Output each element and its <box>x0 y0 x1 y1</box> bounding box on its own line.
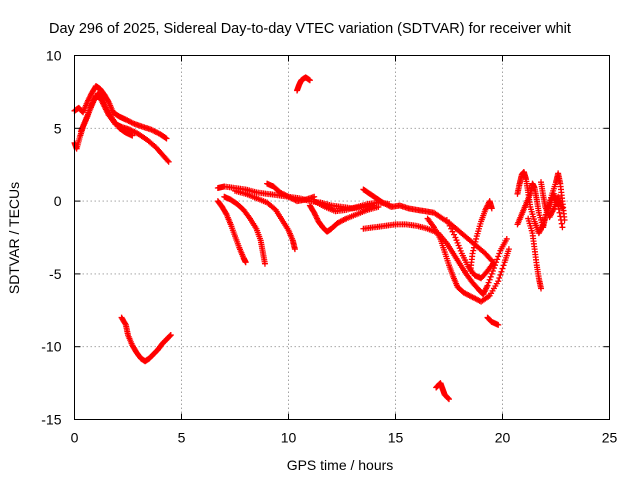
data-point <box>291 246 298 253</box>
data-point <box>488 270 495 277</box>
data-point <box>445 395 452 402</box>
data-point <box>167 332 174 339</box>
series-arc-08 <box>221 193 268 267</box>
data-point <box>495 253 502 260</box>
data-marks <box>71 74 568 403</box>
data-point <box>242 259 249 266</box>
series-arc-09 <box>232 187 298 253</box>
data-point <box>453 237 460 244</box>
data-point <box>261 260 268 267</box>
data-point <box>457 247 464 254</box>
data-point <box>470 244 477 251</box>
data-point <box>446 396 452 403</box>
grid-lines <box>74 55 610 420</box>
x-tick-label: 15 <box>388 430 404 446</box>
data-point <box>559 224 566 231</box>
series-arc-19 <box>433 380 452 403</box>
data-point <box>472 238 479 245</box>
series-arc-15 <box>424 215 512 305</box>
data-point <box>558 220 565 227</box>
data-point <box>555 206 562 213</box>
data-point <box>450 231 457 238</box>
data-point <box>496 250 503 257</box>
data-point <box>470 247 477 254</box>
series-arc-14 <box>360 221 510 298</box>
x-axis-title: GPS time / hours <box>287 457 394 473</box>
data-point <box>452 234 459 241</box>
data-point <box>487 256 494 263</box>
data-point <box>473 235 480 242</box>
y-tick-label: -10 <box>41 339 61 355</box>
series-arc-21 <box>514 180 566 231</box>
series-arc-01 <box>71 83 170 142</box>
series-arc-11 <box>306 202 382 235</box>
data-point <box>456 245 463 252</box>
y-axis-title: SDTVAR / TECUs <box>6 182 22 294</box>
data-point <box>488 205 495 212</box>
x-tick-label: 25 <box>602 430 618 446</box>
data-point <box>499 265 506 272</box>
x-tick-label: 5 <box>178 430 186 446</box>
data-point <box>454 239 461 246</box>
data-point <box>129 132 136 139</box>
data-point <box>484 282 491 289</box>
data-point <box>557 213 564 220</box>
data-point <box>490 259 497 266</box>
data-point <box>163 135 170 142</box>
data-point <box>489 267 496 274</box>
y-tick-label: 0 <box>54 193 62 209</box>
data-point <box>469 250 476 257</box>
series-arc-10 <box>264 180 318 205</box>
data-point <box>164 157 171 164</box>
y-tick-label: 5 <box>54 120 62 136</box>
data-point <box>538 285 545 292</box>
series-arc-05 <box>294 74 313 94</box>
series-arc-17 <box>467 198 495 274</box>
series-arc-13 <box>360 186 495 264</box>
y-tick-label: -5 <box>49 266 62 282</box>
axis-ticks: 0 5 10 15 20 25 -15 -10 -5 0 5 10 <box>41 48 617 446</box>
data-point <box>122 320 129 327</box>
y-tick-label: 10 <box>46 48 62 64</box>
data-point <box>497 271 504 278</box>
series-arc-18 <box>484 314 502 328</box>
data-point <box>471 241 478 248</box>
data-point <box>496 275 503 282</box>
x-tick-label: 0 <box>71 430 79 446</box>
data-point <box>306 77 313 84</box>
plot-frame <box>74 55 610 420</box>
data-point <box>167 332 174 339</box>
data-point <box>498 268 505 275</box>
data-point <box>503 235 510 242</box>
x-tick-label: 20 <box>495 430 511 446</box>
data-point <box>494 256 501 263</box>
data-point <box>455 242 462 249</box>
series-arc-03 <box>77 90 136 139</box>
data-point <box>165 158 172 165</box>
series-arc-04 <box>118 314 174 365</box>
data-point <box>162 134 169 141</box>
series-arc-22 <box>525 215 545 292</box>
data-point <box>556 209 563 216</box>
data-point <box>557 217 564 224</box>
series-arc-07 <box>214 198 249 266</box>
series-arc-23 <box>538 179 566 221</box>
chart-title: Day 296 of 2025, Sidereal Day-to-day VTE… <box>49 21 571 37</box>
data-point <box>505 246 512 253</box>
y-tick-label: -15 <box>41 412 61 428</box>
data-point <box>486 276 493 283</box>
data-point <box>559 205 566 212</box>
data-point <box>500 262 507 269</box>
x-tick-label: 10 <box>281 430 297 446</box>
data-point <box>485 279 492 286</box>
data-point <box>495 321 502 328</box>
data-point <box>495 278 502 285</box>
data-point <box>487 273 494 280</box>
